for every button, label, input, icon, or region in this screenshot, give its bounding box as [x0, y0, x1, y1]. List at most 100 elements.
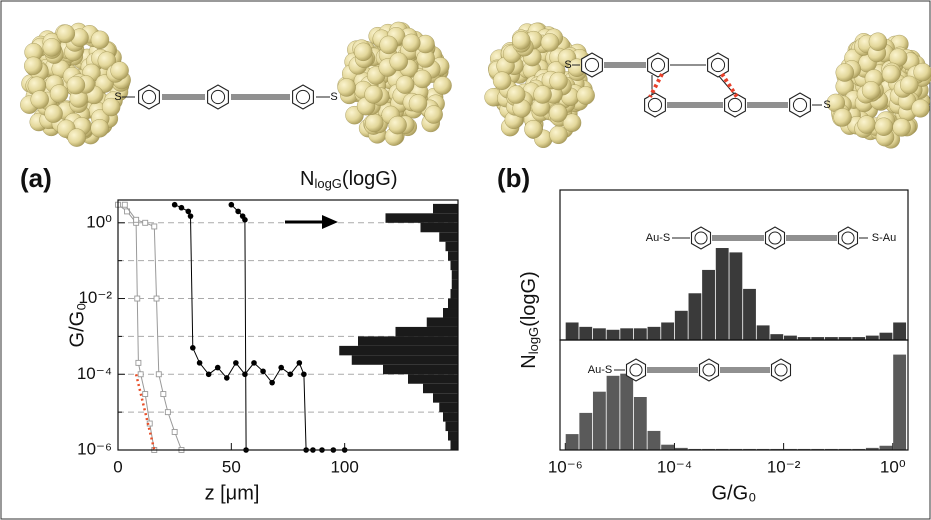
y-tick-label: 10⁻⁴ — [77, 364, 112, 383]
gold-atom — [42, 38, 61, 57]
x-tick-label: 0 — [113, 457, 122, 476]
annotation-arrowhead — [322, 215, 338, 229]
data-point — [278, 364, 285, 371]
gold-atom — [49, 84, 69, 103]
histogram-label: NlogG(logG) — [300, 168, 398, 191]
plot-frame — [117, 199, 459, 451]
gold-atom — [30, 90, 49, 109]
gold-atom — [524, 119, 543, 139]
histogram-bar — [743, 288, 756, 340]
benzene-circle — [702, 363, 716, 377]
histogram-bar — [893, 354, 907, 450]
gold-atom — [881, 64, 901, 84]
illustrations: S S S S — [20, 21, 931, 149]
gold-atom — [899, 75, 919, 95]
histogram-bar — [426, 317, 458, 327]
gold-atom — [857, 115, 876, 134]
data-point — [137, 371, 144, 378]
label-part: N — [518, 354, 540, 368]
data-point — [224, 375, 230, 381]
histogram-bar — [784, 335, 797, 340]
data-point — [121, 201, 128, 208]
histogram-bar — [579, 412, 593, 450]
y-tick-label: 10⁻⁶ — [77, 439, 112, 458]
histogram-bar — [661, 444, 675, 450]
gold-atom — [549, 125, 568, 145]
histogram-bar — [620, 373, 634, 450]
trace-line — [124, 204, 182, 451]
x-tick-label: 10⁻² — [767, 457, 801, 476]
gold-atom — [67, 128, 86, 147]
data-point — [233, 360, 239, 366]
gold-atom — [835, 63, 854, 82]
gold-atom — [90, 30, 110, 50]
plots: 10⁻⁶ 10⁻⁴ 10⁻² 10⁰ 0 50 100 10⁻⁶ 10⁻⁴ 10⁻² 10⁰ Au-S… — [77, 201, 907, 476]
gold-atom — [424, 105, 443, 124]
gold-atom — [354, 42, 373, 62]
histogram-bar — [797, 337, 811, 340]
benzene-ring — [207, 84, 229, 110]
x-tick-label: 10⁻⁴ — [657, 457, 692, 476]
label-part: (logG) — [342, 168, 398, 190]
atom-label: S — [823, 99, 830, 111]
data-point — [242, 216, 248, 223]
atom-label: Au-S — [588, 364, 612, 376]
pi-stacking — [648, 73, 664, 98]
histogram-bar — [383, 364, 458, 375]
benzene-circle — [710, 57, 726, 73]
data-point — [151, 223, 158, 230]
data-point — [133, 216, 140, 223]
gold-atom — [913, 62, 931, 82]
benzene-circle — [841, 231, 855, 245]
histogram-bar — [450, 289, 458, 299]
label-subscript: logG — [314, 176, 341, 191]
histogram-bar — [451, 279, 458, 290]
data-point — [187, 213, 194, 219]
benzene-ring — [837, 226, 859, 250]
histogram-bar — [395, 326, 458, 337]
atom-label: S — [564, 59, 571, 71]
data-point — [164, 409, 171, 416]
histogram-bar — [445, 421, 458, 432]
histogram-bar — [811, 337, 825, 340]
gold-atom — [492, 71, 512, 90]
gold-atom — [892, 118, 911, 137]
histogram-bar — [865, 447, 879, 450]
histogram-bar — [893, 322, 907, 340]
histogram-bar — [420, 222, 458, 233]
gold-atom — [549, 71, 568, 91]
data-point — [142, 391, 149, 398]
y-tick-label: 10⁰ — [86, 212, 112, 231]
histogram-bar — [620, 328, 634, 340]
atom-label: Au-S — [646, 232, 670, 244]
x-tick-label: 10⁰ — [880, 457, 906, 476]
histogram-bar — [838, 337, 852, 340]
data-point — [214, 364, 221, 371]
histogram-bar — [688, 293, 702, 340]
data-point — [135, 359, 142, 366]
histogram-bar — [579, 326, 593, 340]
histogram-bar — [448, 251, 458, 261]
gold-atom — [364, 85, 383, 104]
gold-atom — [540, 33, 560, 52]
data-point — [196, 360, 203, 366]
gold-atom — [413, 69, 432, 89]
benzene-circle — [629, 363, 643, 377]
x-axis-title: G/G₀ — [712, 482, 757, 504]
label-part: N — [300, 168, 314, 190]
histogram-bar — [433, 393, 458, 403]
data-point — [155, 371, 162, 378]
data-point — [160, 391, 167, 398]
histogram-bar — [450, 440, 458, 450]
gold-atom — [66, 75, 86, 95]
histogram-bar — [606, 329, 620, 340]
histogram-bar — [633, 397, 647, 450]
benzene-ring — [770, 358, 792, 382]
gold-atom — [101, 97, 121, 117]
histogram-bar — [439, 232, 458, 242]
data-point — [171, 428, 178, 435]
data-point — [190, 344, 196, 351]
gold-atom — [874, 117, 893, 136]
gold-atom — [548, 103, 568, 123]
